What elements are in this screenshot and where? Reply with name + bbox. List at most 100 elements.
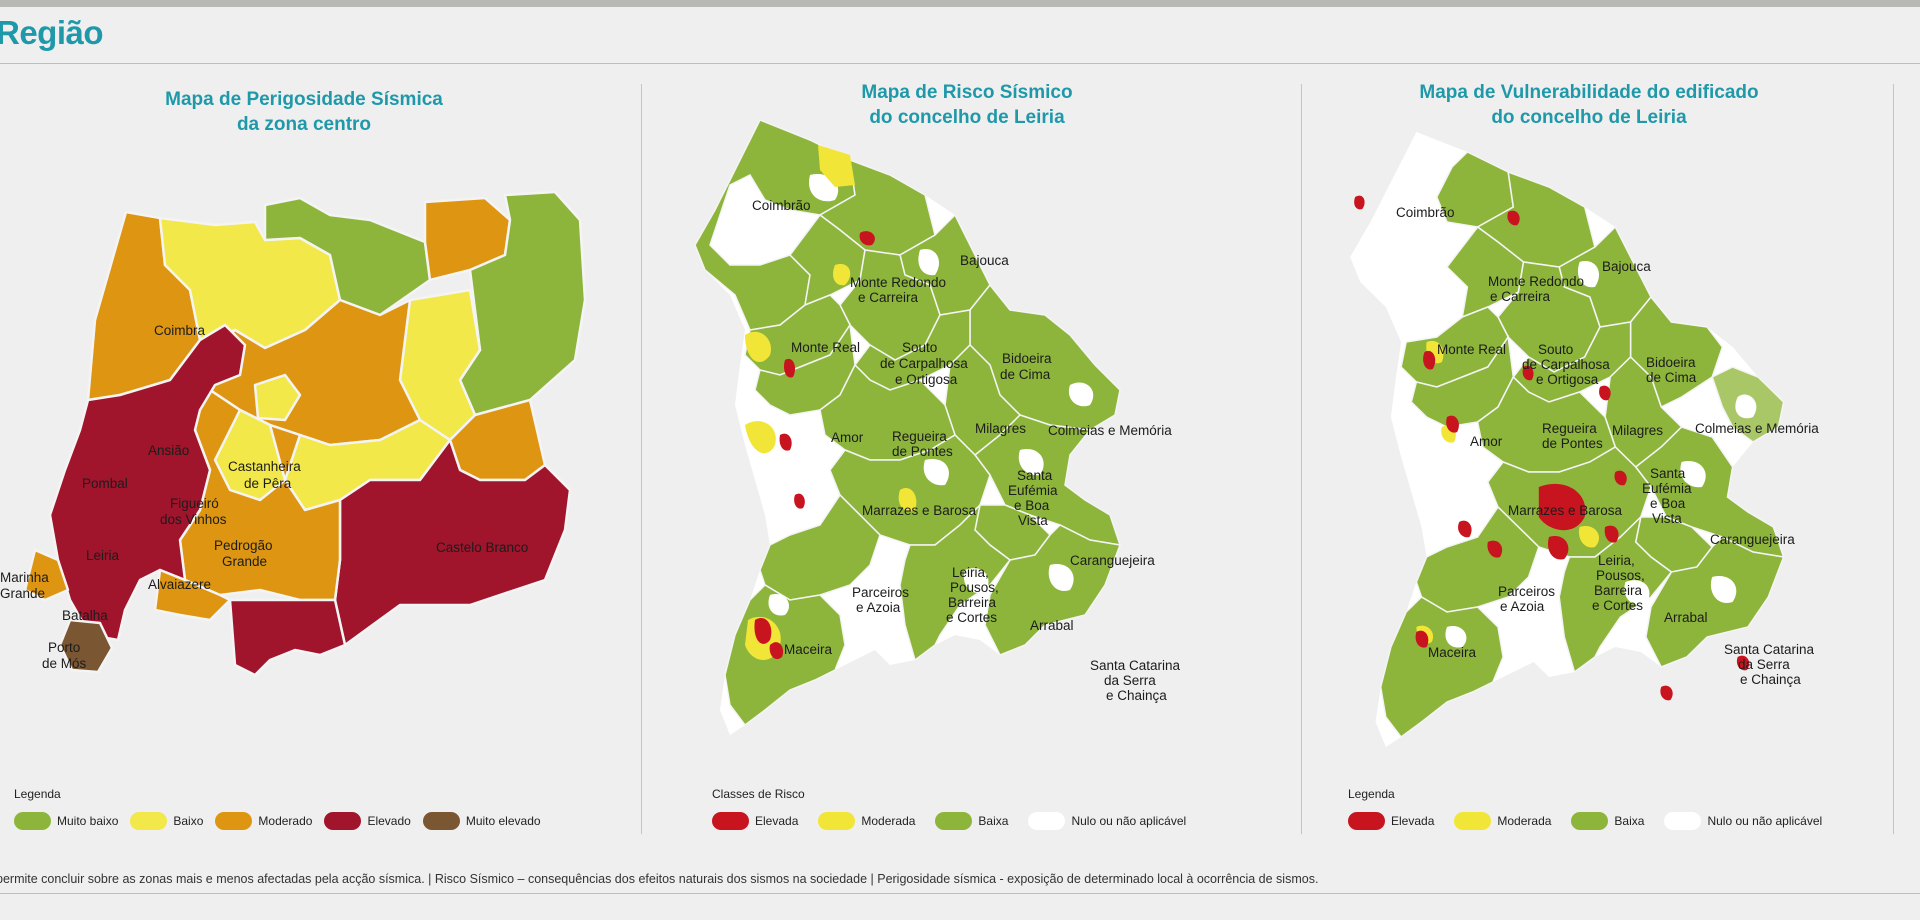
place-label: Milagres (975, 421, 1026, 436)
place-label: de Mós (42, 656, 87, 671)
place-label: e Boa (1650, 496, 1686, 511)
place-label: Milagres (1612, 423, 1663, 438)
footer-divider (0, 893, 1920, 894)
place-label: e Chainça (1740, 672, 1801, 687)
legend-swatch (1028, 812, 1066, 830)
place-label: Monte Real (1437, 342, 1506, 357)
legend-swatch (1664, 812, 1702, 830)
place-label: e Cortes (1592, 598, 1643, 613)
place-label: dos Vinhos (160, 512, 227, 527)
place-label: de Pêra (244, 476, 292, 491)
legend-swatch (324, 812, 362, 830)
hazard-map-title-line1: Mapa de Perigosidade Sísmica (165, 89, 443, 110)
seismic-risk-map: Coimbrão Bajouca Monte Redondo e Carreir… (694, 119, 1181, 735)
place-label: e Azoia (1500, 599, 1545, 614)
footnote: permite concluir sobre as zonas mais e m… (0, 872, 1319, 886)
risk-legend: Elevada Moderada Baixa Nulo ou não aplic… (712, 812, 1198, 830)
place-label: de Carpalhosa (880, 356, 968, 371)
place-label: Eufémia (1008, 483, 1058, 498)
place-label: Arrabal (1030, 618, 1074, 633)
place-label: e Ortigosa (895, 372, 958, 387)
place-label: Parceiros (852, 585, 909, 600)
place-label: e Azoia (856, 600, 901, 615)
legend-item: Moderado (215, 812, 312, 830)
region-south-elevado (228, 598, 347, 677)
place-label: Maceira (784, 642, 833, 657)
place-label: de Cima (1000, 367, 1051, 382)
panel-divider (1301, 84, 1302, 834)
legend-item: Elevado (324, 812, 411, 830)
place-label: da Serra (1738, 657, 1790, 672)
page-title: Região (0, 14, 104, 51)
place-label: Colmeias e Memória (1048, 423, 1172, 438)
panel-divider (1893, 84, 1894, 834)
place-label: Monte Redondo (1488, 274, 1584, 289)
place-label: Monte Redondo (850, 275, 946, 290)
region-castanheira (213, 408, 287, 502)
place-label: Pombal (82, 476, 128, 491)
risk-map-title-line2: do concelho de Leiria (869, 107, 1065, 128)
place-label: Pousos, (950, 580, 999, 595)
legend-item: Muito elevado (422, 812, 541, 830)
vulnerability-map-title: Mapa de Vulnerabilidade do edificado do … (1379, 80, 1799, 130)
risk-map-title-line1: Mapa de Risco Sísmico (861, 82, 1073, 103)
region-porto-de-mos (58, 618, 114, 674)
place-label: Barreira (948, 595, 997, 610)
place-label: e Ortigosa (1536, 372, 1599, 387)
hazard-legend-title: Legenda (14, 787, 61, 801)
header-divider (0, 63, 1920, 64)
legend-item: Baixo (130, 812, 203, 830)
place-label: Bajouca (1602, 259, 1651, 274)
legend-swatch (1454, 812, 1492, 830)
hazard-map-title: Mapa de Perigosidade Sísmica da zona cen… (94, 87, 514, 137)
region-small-yellow (253, 373, 302, 422)
place-label: Caranguejeira (1710, 532, 1795, 547)
place-label: Bajouca (960, 253, 1009, 268)
place-label: Marrazes e Barosa (862, 503, 977, 518)
place-label: Amor (831, 430, 864, 445)
place-label: Pedrogão (214, 538, 273, 553)
place-label: Porto (48, 640, 80, 655)
place-label: de Cima (1646, 370, 1697, 385)
legend-swatch (130, 812, 168, 830)
place-label: Coimbra (154, 323, 206, 338)
place-label: Eufémia (1642, 481, 1692, 496)
region-north-green (263, 196, 432, 317)
legend-swatch (1571, 812, 1609, 830)
legend-item: Elevada (1348, 812, 1434, 830)
place-label: Grande (0, 586, 45, 601)
hazard-map-title-line2: da zona centro (236, 114, 372, 135)
hazard-legend: Muito baixo Baixo Moderado Elevado Muito… (14, 812, 553, 830)
hazard-place-labels: Coimbra Ansião Pombal Castanheira de Pêr… (0, 323, 528, 671)
place-label: Leiria (86, 548, 120, 563)
place-label: Batalha (62, 608, 108, 623)
place-label: e Boa (1014, 498, 1050, 513)
place-label: Arrabal (1664, 610, 1708, 625)
place-label: Alvaiazere (148, 577, 211, 592)
place-label: Coimbrão (752, 198, 811, 213)
vulnerability-legend: Elevada Moderada Baixa Nulo ou não aplic… (1348, 812, 1834, 830)
panel-divider (641, 84, 642, 834)
risk-legend-title: Classes de Risco (712, 787, 805, 801)
place-label: Vista (1018, 513, 1048, 528)
vulnerability-map-title-line1: Mapa de Vulnerabilidade do edificado (1419, 82, 1759, 103)
place-label: Santa Catarina (1724, 642, 1815, 657)
place-label: Colmeias e Memória (1695, 421, 1819, 436)
legend-item: Nulo ou não aplicável (1028, 812, 1186, 830)
place-label: Barreira (1594, 583, 1643, 598)
place-label: Bidoeira (1646, 355, 1696, 370)
legend-swatch (1348, 812, 1385, 830)
place-label: Castanheira (228, 459, 301, 474)
legend-swatch (712, 812, 749, 830)
legend-swatch (14, 812, 51, 830)
place-label: e Carreira (858, 290, 919, 305)
vulnerability-map-title-line2: do concelho de Leiria (1491, 107, 1687, 128)
place-label: Regueira (892, 429, 947, 444)
building-vulnerability-map: Coimbrão Bajouca Monte Redondo e Carreir… (1350, 132, 1819, 747)
place-label: Pousos, (1596, 568, 1645, 583)
place-label: Marinha (0, 570, 49, 585)
place-label: Santa Catarina (1090, 658, 1181, 673)
legend-item: Nulo ou não aplicável (1664, 812, 1822, 830)
legend-item: Elevada (712, 812, 798, 830)
region-marinha-grande (23, 548, 70, 602)
